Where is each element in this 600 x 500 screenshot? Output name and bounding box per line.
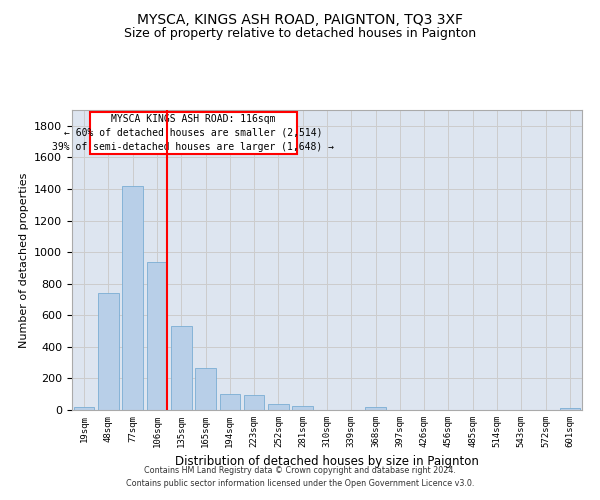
Bar: [365, 408, 386, 410]
Bar: [292, 406, 313, 410]
FancyBboxPatch shape: [90, 112, 296, 154]
Bar: [244, 396, 265, 410]
Y-axis label: Number of detached properties: Number of detached properties: [19, 172, 29, 348]
Text: Contains HM Land Registry data © Crown copyright and database right 2024.
Contai: Contains HM Land Registry data © Crown c…: [126, 466, 474, 487]
Bar: [560, 408, 580, 410]
Bar: [268, 404, 289, 410]
X-axis label: Distribution of detached houses by size in Paignton: Distribution of detached houses by size …: [175, 456, 479, 468]
Bar: [146, 262, 167, 410]
Text: Size of property relative to detached houses in Paignton: Size of property relative to detached ho…: [124, 28, 476, 40]
Bar: [171, 326, 191, 410]
Bar: [98, 293, 119, 410]
Bar: [220, 394, 240, 410]
Text: MYSCA, KINGS ASH ROAD, PAIGNTON, TQ3 3XF: MYSCA, KINGS ASH ROAD, PAIGNTON, TQ3 3XF: [137, 12, 463, 26]
Bar: [195, 368, 216, 410]
Bar: [74, 406, 94, 410]
Bar: [122, 186, 143, 410]
Text: MYSCA KINGS ASH ROAD: 116sqm
← 60% of detached houses are smaller (2,514)
39% of: MYSCA KINGS ASH ROAD: 116sqm ← 60% of de…: [52, 114, 334, 152]
